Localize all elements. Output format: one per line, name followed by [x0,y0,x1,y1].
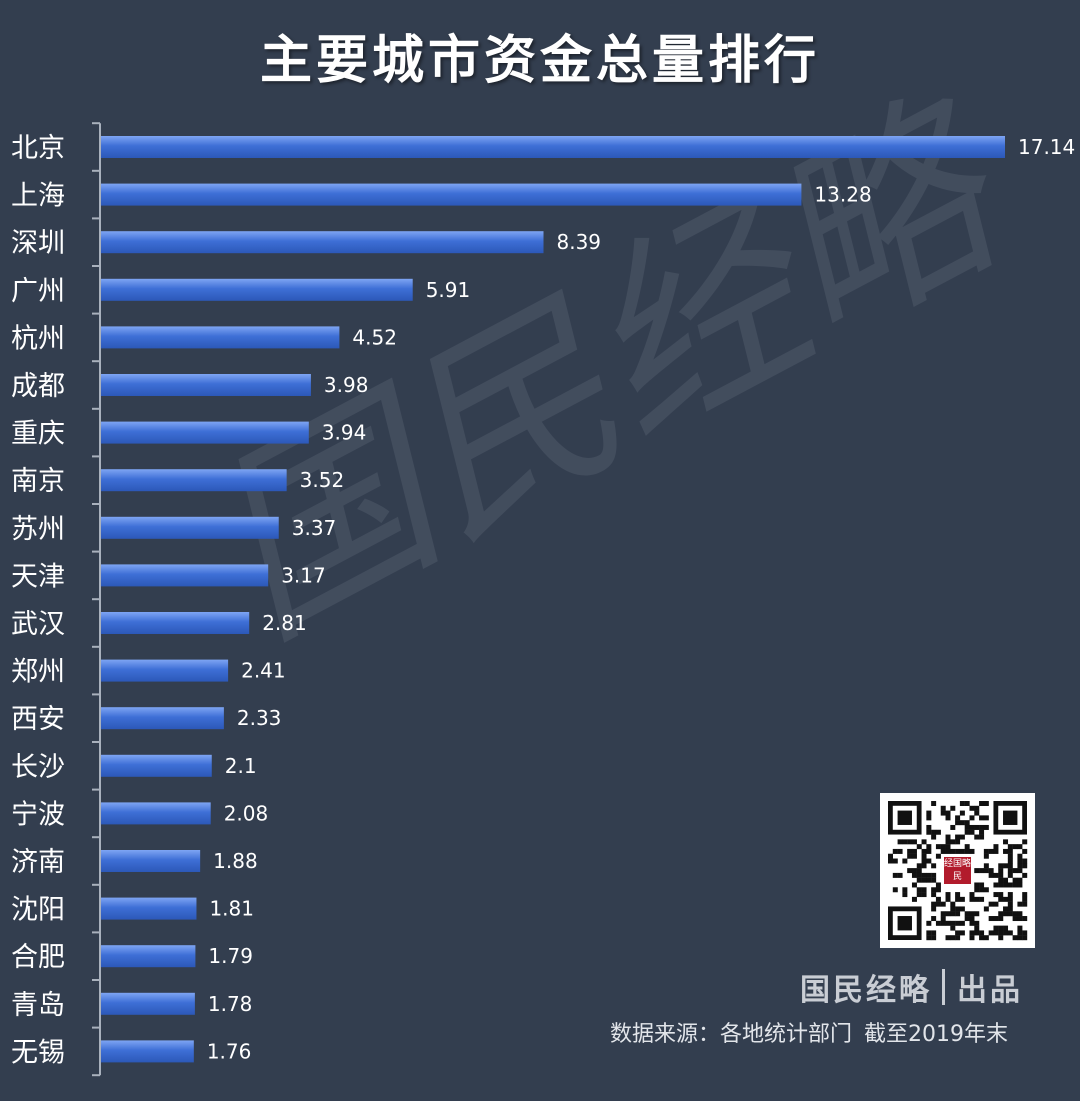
category-label: 济南 [11,847,65,878]
brand-name: 国民经略 [800,973,932,1008]
bar [101,136,1005,158]
bar [101,707,224,730]
data-source: 数据来源：各地统计部门 截至2019年末 [610,1016,1055,1048]
cutoff-note: 截至2019年末 [864,1022,1009,1047]
value-label: 17.14 [1018,135,1075,159]
bar [101,612,250,634]
bars-group [101,136,1005,1063]
bar [101,326,340,349]
bar [101,897,197,920]
bar [101,516,279,539]
category-label: 宁波 [11,799,65,830]
category-label: 苏州 [11,514,65,545]
value-label: 3.52 [300,468,345,492]
value-label: 2.41 [241,659,286,683]
value-label: 1.81 [209,897,254,921]
qr-center-logo: 经国略民 [942,855,973,886]
value-label: 4.52 [352,325,397,349]
value-label: 1.78 [208,992,253,1016]
value-label: 2.1 [225,754,257,778]
category-label: 成都 [11,371,65,402]
category-label: 郑州 [11,657,65,688]
value-label: 3.94 [322,421,367,445]
qr-code-icon [888,801,1028,941]
category-label: 南京 [11,466,65,497]
value-label: 8.39 [557,230,602,254]
category-label: 青岛 [11,990,65,1021]
bar [101,421,309,444]
category-label: 西安 [11,704,65,735]
category-label: 武汉 [11,609,65,640]
category-label: 合肥 [11,942,65,973]
category-label: 长沙 [11,752,65,783]
value-label: 1.79 [208,944,253,968]
category-label: 无锡 [11,1037,65,1068]
value-label: 3.98 [324,373,369,397]
category-label: 天津 [11,561,65,592]
bar [101,469,287,492]
source-label: 数据来源：各地统计部门 [610,1022,853,1047]
category-label: 重庆 [11,419,65,450]
value-label: 2.33 [237,706,282,730]
value-label: 2.81 [262,611,307,635]
bar [101,850,201,872]
bar [101,231,544,254]
bar [101,183,802,206]
value-label: 3.37 [292,516,337,540]
labels-group: 北京 17.14 上海 13.28 深圳 8.39 广州 5.91 杭州 4.52 成都 3.98 重庆… [11,133,1075,1068]
category-label: 北京 [11,133,65,164]
brand-signature: 国民经略 出品 [800,964,1023,1010]
y-axis [92,122,101,1077]
bar [101,992,195,1015]
bar [101,564,269,587]
bar [101,1040,194,1063]
value-label: 5.91 [426,278,471,302]
value-label: 1.88 [213,849,258,873]
qr-code: 经国略民 [880,793,1035,948]
bar [101,802,211,825]
bar [101,659,229,682]
value-label: 2.08 [224,801,269,825]
brand-divider [942,969,945,1005]
chart-title: 主要城市资金总量排行 [259,31,820,91]
category-label: 上海 [11,181,65,212]
bar [101,945,196,968]
category-label: 杭州 [11,323,65,354]
category-label: 广州 [11,276,65,307]
bar [101,278,413,301]
category-label: 沈阳 [11,895,65,926]
value-label: 1.76 [207,1039,252,1063]
value-label: 13.28 [814,183,871,207]
bar [101,374,311,396]
value-label: 3.17 [281,563,326,587]
brand-suffix: 出品 [957,973,1023,1008]
bar [101,754,212,777]
category-label: 深圳 [11,228,65,259]
